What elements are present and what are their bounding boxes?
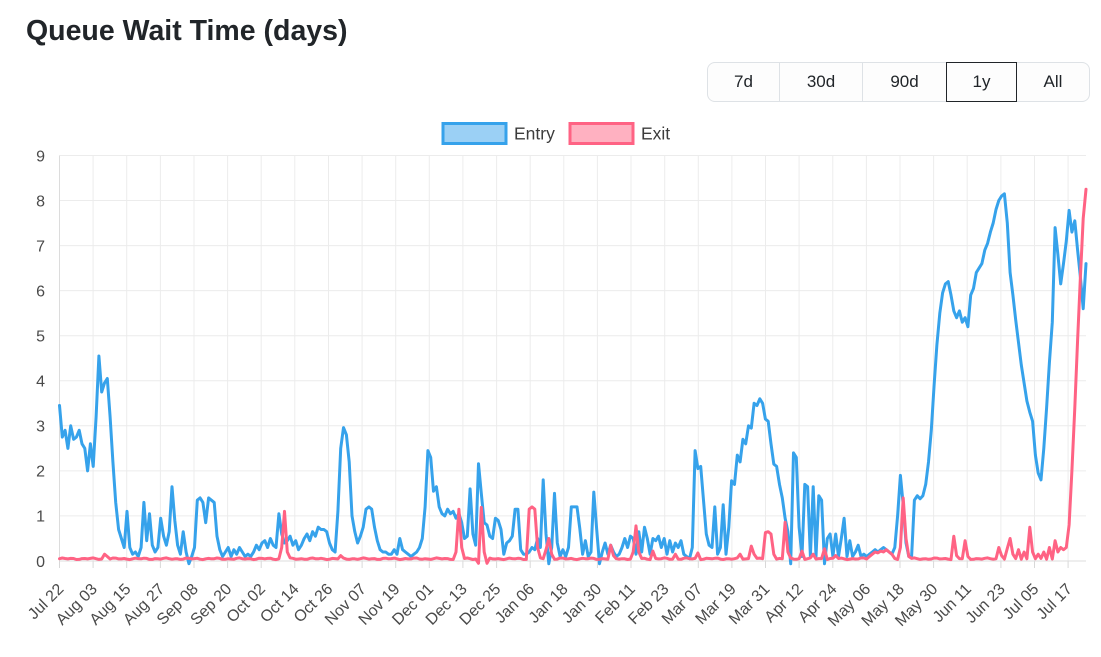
svg-text:9: 9 [36, 148, 45, 165]
svg-text:7: 7 [36, 238, 45, 255]
svg-text:Exit: Exit [641, 124, 670, 144]
svg-text:Jul 05: Jul 05 [1000, 581, 1042, 623]
svg-text:4: 4 [36, 374, 45, 391]
svg-text:Jul 17: Jul 17 [1034, 581, 1076, 623]
svg-text:0: 0 [36, 554, 45, 571]
svg-text:3: 3 [36, 419, 45, 436]
svg-text:5: 5 [36, 329, 45, 346]
svg-text:2: 2 [36, 464, 45, 481]
svg-text:1: 1 [36, 509, 45, 526]
svg-text:8: 8 [36, 193, 45, 210]
svg-text:Entry: Entry [514, 124, 555, 144]
svg-text:6: 6 [36, 283, 45, 300]
